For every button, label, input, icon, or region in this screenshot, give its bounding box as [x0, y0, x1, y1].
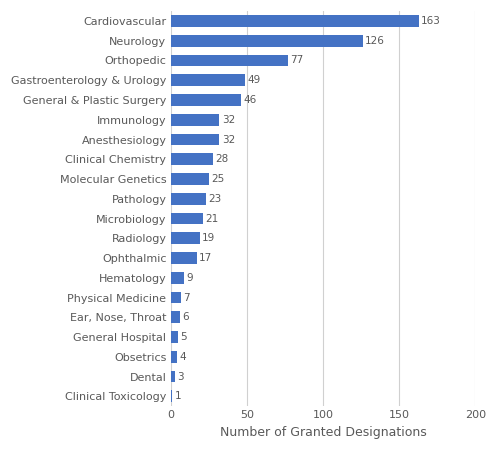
Bar	[170, 351, 177, 363]
Bar	[170, 134, 219, 145]
Bar	[170, 193, 206, 205]
Text: 28: 28	[216, 154, 229, 164]
Bar	[170, 35, 363, 47]
Bar	[170, 173, 209, 185]
Bar	[170, 114, 219, 126]
Text: 21: 21	[205, 213, 218, 224]
Text: 163: 163	[421, 16, 441, 26]
Bar	[170, 272, 184, 284]
Bar	[170, 212, 203, 225]
Bar	[170, 390, 172, 402]
Bar	[170, 311, 180, 323]
Text: 5: 5	[180, 332, 187, 342]
Text: 46: 46	[243, 95, 256, 105]
Bar	[170, 54, 288, 67]
Bar	[170, 232, 200, 244]
X-axis label: Number of Granted Designations: Number of Granted Designations	[220, 426, 426, 439]
Text: 3: 3	[177, 372, 184, 382]
Text: 49: 49	[248, 75, 261, 85]
Text: 4: 4	[179, 352, 186, 362]
Text: 9: 9	[187, 273, 193, 283]
Text: 1: 1	[174, 392, 181, 401]
Bar	[170, 331, 178, 343]
Text: 77: 77	[290, 55, 304, 66]
Text: 126: 126	[365, 36, 385, 46]
Text: 7: 7	[183, 292, 190, 302]
Text: 32: 32	[222, 135, 235, 144]
Text: 17: 17	[199, 253, 212, 263]
Bar	[170, 371, 175, 382]
Text: 6: 6	[182, 312, 189, 322]
Bar	[170, 292, 181, 303]
Bar	[170, 15, 419, 27]
Bar	[170, 153, 213, 165]
Bar	[170, 94, 241, 106]
Text: 23: 23	[208, 194, 221, 204]
Bar	[170, 252, 196, 264]
Text: 19: 19	[202, 233, 215, 243]
Bar	[170, 74, 246, 86]
Text: 25: 25	[211, 174, 224, 184]
Text: 32: 32	[222, 115, 235, 125]
